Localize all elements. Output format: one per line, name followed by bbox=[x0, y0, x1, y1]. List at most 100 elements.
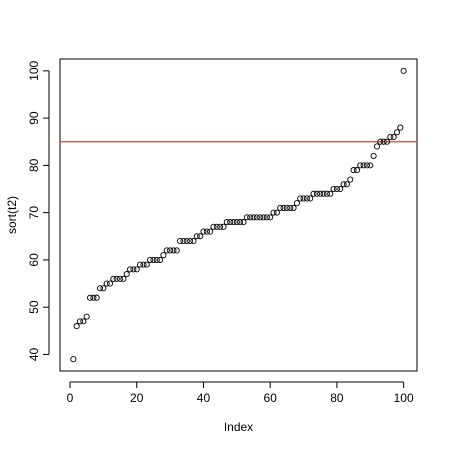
data-point bbox=[160, 252, 167, 259]
x-tick-label: 40 bbox=[197, 391, 211, 405]
data-point bbox=[123, 271, 130, 278]
data-point bbox=[230, 219, 237, 226]
data-point bbox=[250, 214, 257, 221]
data-point bbox=[83, 313, 90, 320]
data-point bbox=[76, 318, 84, 325]
data-point bbox=[173, 247, 180, 254]
data-point bbox=[227, 219, 234, 226]
data-point bbox=[393, 129, 401, 136]
data-point bbox=[163, 247, 170, 254]
y-tick-label: 70 bbox=[27, 206, 41, 220]
data-point bbox=[310, 190, 317, 197]
data-point bbox=[113, 275, 120, 282]
data-point bbox=[260, 214, 267, 221]
data-point bbox=[190, 237, 197, 245]
data-point bbox=[380, 138, 387, 145]
data-point bbox=[143, 261, 150, 268]
data-point bbox=[387, 133, 394, 141]
data-point bbox=[80, 318, 87, 325]
y-tick-label: 90 bbox=[27, 111, 41, 125]
data-point bbox=[96, 285, 104, 292]
data-point bbox=[307, 195, 314, 202]
data-point bbox=[103, 280, 110, 287]
x-axis: 0 20 40 60 80 100 bbox=[67, 381, 414, 405]
data-point bbox=[237, 219, 244, 226]
data-point bbox=[223, 219, 230, 226]
data-point bbox=[193, 233, 200, 240]
data-point bbox=[247, 214, 254, 221]
data-point bbox=[253, 214, 260, 221]
data-point bbox=[117, 275, 124, 282]
data-point bbox=[170, 247, 177, 254]
data-point bbox=[210, 223, 217, 230]
data-point bbox=[153, 256, 160, 263]
data-point bbox=[280, 204, 287, 211]
data-point bbox=[317, 190, 324, 197]
data-point bbox=[283, 204, 290, 211]
data-point bbox=[133, 266, 140, 273]
data-point bbox=[90, 294, 97, 301]
x-tick-label: 60 bbox=[264, 391, 278, 405]
data-point bbox=[293, 200, 300, 207]
data-point bbox=[337, 185, 344, 193]
data-point bbox=[200, 228, 207, 235]
data-point bbox=[397, 124, 404, 131]
data-point bbox=[73, 323, 80, 330]
data-point bbox=[287, 204, 294, 211]
data-point bbox=[220, 223, 227, 230]
data-point bbox=[277, 204, 284, 211]
data-point bbox=[333, 185, 340, 193]
data-point bbox=[360, 162, 367, 169]
data-point bbox=[157, 256, 164, 263]
data-point bbox=[340, 181, 347, 188]
data-point bbox=[197, 233, 204, 240]
data-point bbox=[177, 237, 184, 245]
data-point bbox=[327, 190, 334, 197]
data-point bbox=[400, 67, 407, 74]
data-point bbox=[93, 294, 100, 301]
data-point bbox=[367, 162, 374, 169]
x-axis-label: Index bbox=[224, 420, 253, 434]
y-tick-label: 100 bbox=[27, 60, 41, 80]
data-point bbox=[70, 356, 77, 363]
plot-frame bbox=[59, 58, 418, 372]
data-point bbox=[183, 237, 190, 245]
data-point bbox=[383, 138, 391, 145]
data-point bbox=[233, 219, 240, 226]
data-point bbox=[330, 185, 337, 193]
data-point bbox=[357, 162, 364, 169]
data-point bbox=[353, 167, 360, 174]
data-point bbox=[373, 143, 381, 150]
data-point bbox=[297, 195, 304, 202]
data-point bbox=[303, 195, 310, 202]
data-point bbox=[350, 167, 357, 174]
data-point bbox=[217, 223, 224, 230]
y-tick-label: 60 bbox=[27, 253, 41, 267]
data-point bbox=[86, 294, 94, 301]
data-point bbox=[363, 162, 371, 169]
y-tick-label: 50 bbox=[27, 300, 41, 314]
data-point bbox=[147, 256, 154, 263]
data-point bbox=[100, 285, 107, 292]
data-point bbox=[240, 219, 247, 226]
data-point bbox=[140, 261, 147, 268]
data-point bbox=[290, 204, 297, 211]
data-point bbox=[313, 190, 320, 197]
data-point bbox=[167, 247, 174, 254]
y-axis-label: sort(t2) bbox=[5, 196, 19, 234]
y-tick-label: 80 bbox=[27, 158, 41, 172]
data-point bbox=[263, 214, 270, 221]
data-point bbox=[203, 228, 210, 235]
data-point bbox=[267, 214, 274, 221]
data-point bbox=[273, 209, 280, 216]
data-point bbox=[343, 181, 350, 188]
data-point bbox=[106, 280, 114, 287]
y-tick-label: 40 bbox=[27, 347, 41, 361]
data-point bbox=[127, 266, 134, 273]
data-point bbox=[370, 152, 377, 159]
data-point bbox=[150, 256, 157, 263]
data-point bbox=[137, 261, 144, 268]
x-tick-label: 0 bbox=[67, 391, 74, 405]
data-point bbox=[300, 195, 307, 202]
